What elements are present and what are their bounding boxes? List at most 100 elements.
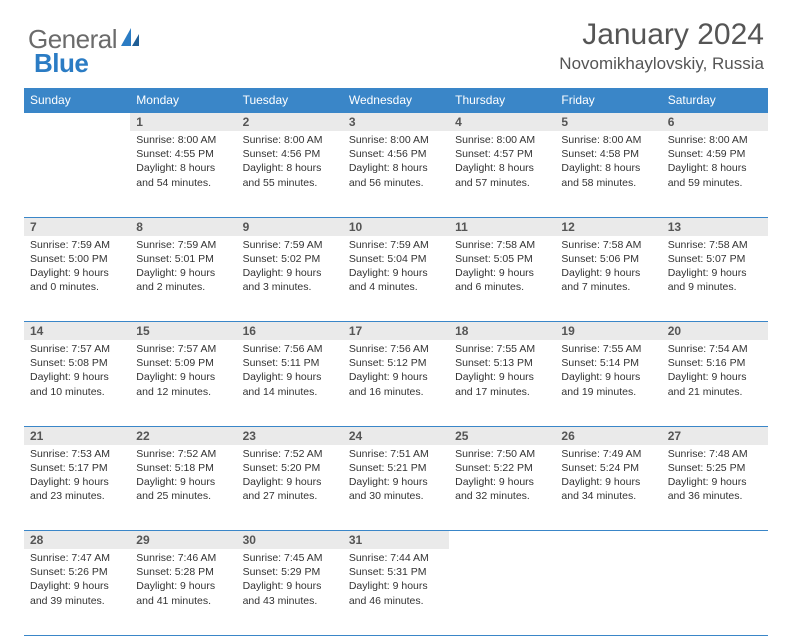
header: General January 2024 Novomikhaylovskiy, …: [0, 0, 792, 82]
sunrise-line: Sunrise: 7:52 AM: [243, 447, 337, 461]
sunset-line: Sunset: 5:02 PM: [243, 252, 337, 266]
day-details-cell: Sunrise: 7:58 AMSunset: 5:05 PMDaylight:…: [449, 236, 555, 322]
day-header: Wednesday: [343, 88, 449, 113]
daylight-line: Daylight: 9 hours and 30 minutes.: [349, 475, 443, 503]
daylight-line: Daylight: 8 hours and 55 minutes.: [243, 161, 337, 189]
day-details-cell: Sunrise: 8:00 AMSunset: 4:56 PMDaylight:…: [343, 131, 449, 217]
day-details-cell: [555, 549, 661, 635]
sunset-line: Sunset: 5:20 PM: [243, 461, 337, 475]
sunset-line: Sunset: 5:16 PM: [668, 356, 762, 370]
day-details-cell: Sunrise: 8:00 AMSunset: 4:58 PMDaylight:…: [555, 131, 661, 217]
day-number-cell: 4: [449, 113, 555, 132]
day-number-cell: 20: [662, 322, 768, 341]
daylight-line: Daylight: 9 hours and 46 minutes.: [349, 579, 443, 607]
sunrise-line: Sunrise: 7:54 AM: [668, 342, 762, 356]
day-details-cell: Sunrise: 7:57 AMSunset: 5:08 PMDaylight:…: [24, 340, 130, 426]
sunrise-line: Sunrise: 7:44 AM: [349, 551, 443, 565]
day-details-cell: [662, 549, 768, 635]
sunrise-line: Sunrise: 8:00 AM: [243, 133, 337, 147]
sunrise-line: Sunrise: 7:48 AM: [668, 447, 762, 461]
daylight-line: Daylight: 9 hours and 19 minutes.: [561, 370, 655, 398]
daylight-line: Daylight: 9 hours and 0 minutes.: [30, 266, 124, 294]
day-number-cell: 23: [237, 426, 343, 445]
logo-subline: Blue: [34, 48, 88, 79]
day-number-cell: 15: [130, 322, 236, 341]
day-number-cell: 14: [24, 322, 130, 341]
daynum-row: 28293031: [24, 531, 768, 550]
sunset-line: Sunset: 5:00 PM: [30, 252, 124, 266]
day-details-cell: Sunrise: 8:00 AMSunset: 4:55 PMDaylight:…: [130, 131, 236, 217]
day-number-cell: 12: [555, 217, 661, 236]
sunrise-line: Sunrise: 7:55 AM: [455, 342, 549, 356]
day-details-cell: Sunrise: 7:58 AMSunset: 5:07 PMDaylight:…: [662, 236, 768, 322]
daylight-line: Daylight: 9 hours and 27 minutes.: [243, 475, 337, 503]
day-number-cell: 27: [662, 426, 768, 445]
details-row: Sunrise: 7:53 AMSunset: 5:17 PMDaylight:…: [24, 445, 768, 531]
daylight-line: Daylight: 9 hours and 2 minutes.: [136, 266, 230, 294]
logo-sail-icon: [119, 26, 141, 53]
sunrise-line: Sunrise: 7:50 AM: [455, 447, 549, 461]
day-number-cell: 21: [24, 426, 130, 445]
sunset-line: Sunset: 4:56 PM: [243, 147, 337, 161]
day-details-cell: Sunrise: 7:48 AMSunset: 5:25 PMDaylight:…: [662, 445, 768, 531]
daynum-row: 21222324252627: [24, 426, 768, 445]
sunrise-line: Sunrise: 8:00 AM: [455, 133, 549, 147]
sunset-line: Sunset: 4:57 PM: [455, 147, 549, 161]
day-details-cell: Sunrise: 7:57 AMSunset: 5:09 PMDaylight:…: [130, 340, 236, 426]
daylight-line: Daylight: 9 hours and 10 minutes.: [30, 370, 124, 398]
day-header: Friday: [555, 88, 661, 113]
day-number-cell: 11: [449, 217, 555, 236]
sunset-line: Sunset: 5:01 PM: [136, 252, 230, 266]
sunrise-line: Sunrise: 7:52 AM: [136, 447, 230, 461]
daynum-row: 78910111213: [24, 217, 768, 236]
day-number-cell: 29: [130, 531, 236, 550]
daylight-line: Daylight: 9 hours and 9 minutes.: [668, 266, 762, 294]
day-number-cell: 18: [449, 322, 555, 341]
title-block: January 2024 Novomikhaylovskiy, Russia: [559, 18, 764, 74]
daylight-line: Daylight: 9 hours and 14 minutes.: [243, 370, 337, 398]
daylight-line: Daylight: 9 hours and 6 minutes.: [455, 266, 549, 294]
day-details-cell: [449, 549, 555, 635]
sunset-line: Sunset: 5:17 PM: [30, 461, 124, 475]
daylight-line: Daylight: 8 hours and 57 minutes.: [455, 161, 549, 189]
daylight-line: Daylight: 8 hours and 56 minutes.: [349, 161, 443, 189]
day-details-cell: Sunrise: 7:49 AMSunset: 5:24 PMDaylight:…: [555, 445, 661, 531]
daylight-line: Daylight: 9 hours and 7 minutes.: [561, 266, 655, 294]
daynum-row: 14151617181920: [24, 322, 768, 341]
day-number-cell: 19: [555, 322, 661, 341]
day-details-cell: Sunrise: 7:51 AMSunset: 5:21 PMDaylight:…: [343, 445, 449, 531]
day-number-cell: 30: [237, 531, 343, 550]
sunset-line: Sunset: 5:28 PM: [136, 565, 230, 579]
daynum-row: 123456: [24, 113, 768, 132]
day-details-cell: Sunrise: 7:55 AMSunset: 5:13 PMDaylight:…: [449, 340, 555, 426]
day-number-cell: 10: [343, 217, 449, 236]
sunset-line: Sunset: 5:09 PM: [136, 356, 230, 370]
sunset-line: Sunset: 5:22 PM: [455, 461, 549, 475]
sunrise-line: Sunrise: 7:49 AM: [561, 447, 655, 461]
details-row: Sunrise: 8:00 AMSunset: 4:55 PMDaylight:…: [24, 131, 768, 217]
sunset-line: Sunset: 5:21 PM: [349, 461, 443, 475]
sunrise-line: Sunrise: 7:59 AM: [243, 238, 337, 252]
day-number-cell: 9: [237, 217, 343, 236]
sunset-line: Sunset: 5:31 PM: [349, 565, 443, 579]
day-details-cell: Sunrise: 7:53 AMSunset: 5:17 PMDaylight:…: [24, 445, 130, 531]
day-header-row: Sunday Monday Tuesday Wednesday Thursday…: [24, 88, 768, 113]
calendar-table: Sunday Monday Tuesday Wednesday Thursday…: [24, 88, 768, 636]
day-number-cell: 22: [130, 426, 236, 445]
sunset-line: Sunset: 5:24 PM: [561, 461, 655, 475]
details-row: Sunrise: 7:47 AMSunset: 5:26 PMDaylight:…: [24, 549, 768, 635]
sunrise-line: Sunrise: 7:56 AM: [243, 342, 337, 356]
day-header: Thursday: [449, 88, 555, 113]
sunset-line: Sunset: 5:25 PM: [668, 461, 762, 475]
day-header: Tuesday: [237, 88, 343, 113]
sunrise-line: Sunrise: 8:00 AM: [668, 133, 762, 147]
sunset-line: Sunset: 5:05 PM: [455, 252, 549, 266]
day-details-cell: Sunrise: 7:59 AMSunset: 5:02 PMDaylight:…: [237, 236, 343, 322]
day-number-cell: [555, 531, 661, 550]
day-number-cell: 5: [555, 113, 661, 132]
logo-text-blue: Blue: [34, 48, 88, 78]
day-number-cell: 6: [662, 113, 768, 132]
sunrise-line: Sunrise: 7:55 AM: [561, 342, 655, 356]
sunset-line: Sunset: 5:11 PM: [243, 356, 337, 370]
day-number-cell: 24: [343, 426, 449, 445]
